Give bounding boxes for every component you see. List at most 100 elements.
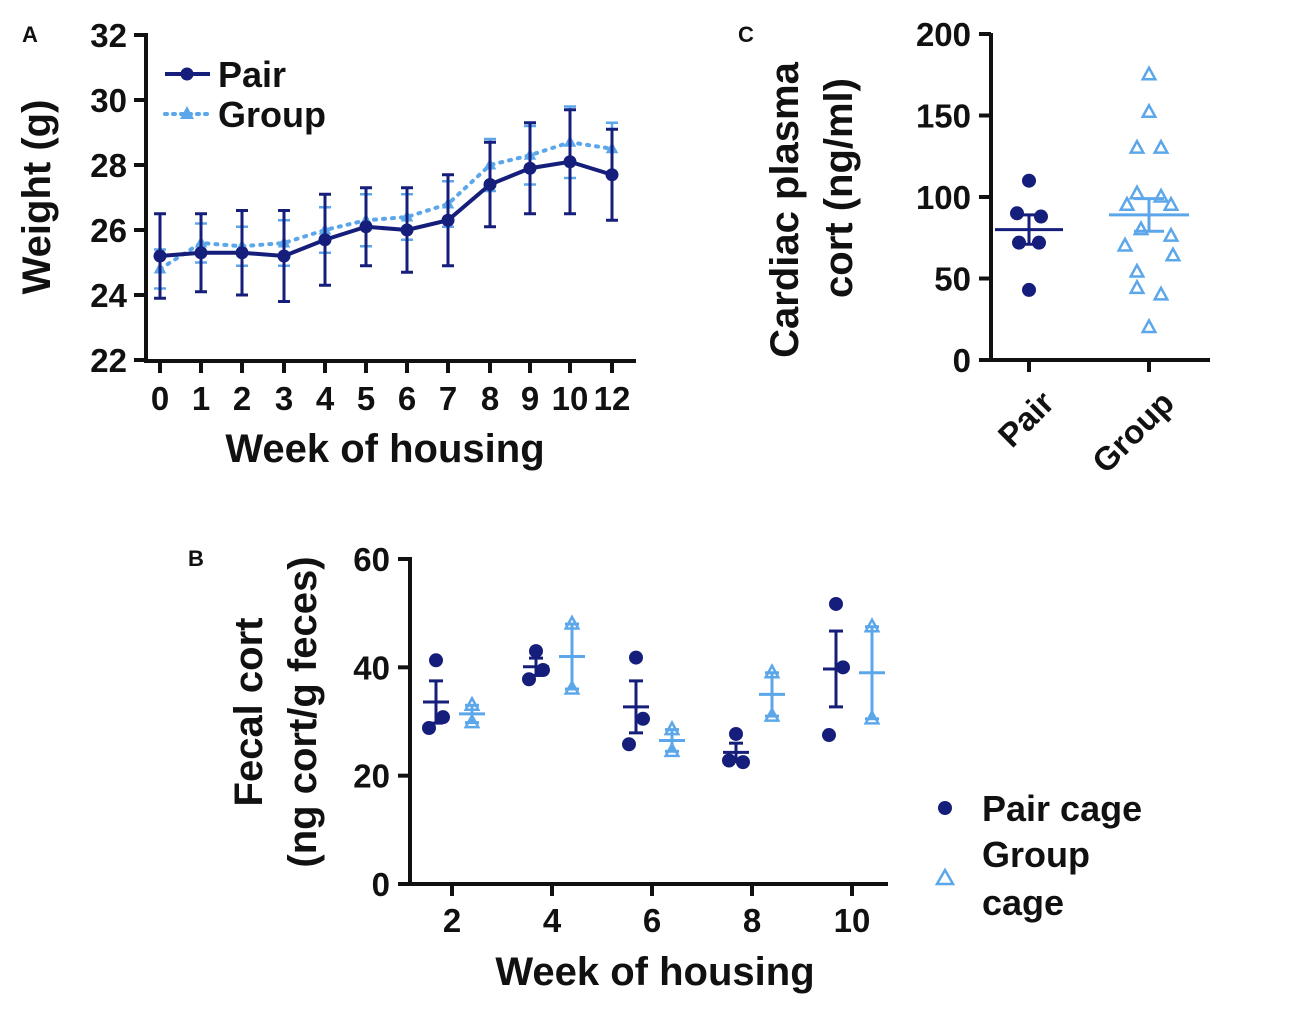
panel-c-group-point xyxy=(1128,138,1146,154)
panel-c-pair-point xyxy=(1010,206,1024,221)
panel-b-y-tick-label: 60 xyxy=(353,541,390,578)
panel-a-group-series-line xyxy=(158,140,614,271)
panel-a-x-ticks: 0 1 2 3 4 5 6 7 8 9 10 12 xyxy=(151,361,630,417)
panel-b-pair-point xyxy=(529,644,543,659)
panel-b-group-point xyxy=(663,741,681,758)
panel-a-y-label: Weight (g) xyxy=(15,100,59,295)
legend-pair-marker xyxy=(180,67,194,81)
panel-b-group-point xyxy=(563,614,581,630)
legend-pair-cage-marker xyxy=(938,801,952,815)
panel-b-group-point xyxy=(563,679,581,695)
panel-a-pair-point xyxy=(563,155,577,169)
panel-b-label: B xyxy=(188,546,204,571)
panel-b-pair-point xyxy=(822,728,836,743)
panel-c-group-point xyxy=(1116,236,1134,252)
panel-c-group-point xyxy=(1152,187,1170,203)
panel-a-x-tick-label: 3 xyxy=(275,380,293,417)
panel-a-plot-area xyxy=(153,105,619,303)
panel-a-y-tick-label: 22 xyxy=(90,342,127,379)
panel-a-x-label: Week of housing xyxy=(225,427,544,471)
panel-b: B 0 20 40 60 2 4 6 8 10 Week of housing Fecal c… xyxy=(188,541,1142,994)
panel-c-x-tick-label: Group xyxy=(1085,384,1181,480)
panel-a-y-tick-label: 32 xyxy=(90,17,127,54)
panel-b-pair-point xyxy=(829,596,843,611)
panel-a-pair-series-line xyxy=(159,159,613,259)
panel-b-x-tick-label: 10 xyxy=(834,902,871,939)
panel-c-y-label-line1: Cardiac plasma xyxy=(763,61,807,357)
panel-c-group-point xyxy=(1140,65,1158,81)
panel-c-group-point xyxy=(1140,102,1158,119)
panel-a-x-tick-label: 0 xyxy=(151,380,169,417)
panel-c-pair-point xyxy=(1032,235,1046,250)
panel-c-y-tick-label: 150 xyxy=(916,98,971,135)
panel-b-group-point xyxy=(463,712,481,729)
panel-b-pair-point xyxy=(629,650,643,665)
panel-b-pair-point xyxy=(429,653,443,668)
panel-a-x-tick-label: 7 xyxy=(439,380,457,417)
panel-b-x-ticks: 2 4 6 8 10 xyxy=(443,884,871,939)
panel-a-x-tick-label: 6 xyxy=(398,380,416,417)
panel-b-group-point xyxy=(763,663,781,679)
panel-b-group-point xyxy=(463,695,481,712)
panel-b-pair-point xyxy=(536,663,550,678)
legend-group-label: Group xyxy=(218,94,326,135)
panel-c-group-point xyxy=(1162,226,1180,242)
panel-b-group-point xyxy=(863,709,881,725)
legend-group-cage-label-line1: Group xyxy=(982,834,1090,875)
panel-b-pair-point xyxy=(736,755,750,770)
panel-b-group-point xyxy=(863,617,881,633)
panel-c-y-tick-label: 0 xyxy=(953,342,971,379)
panel-a-x-tick-label: 2 xyxy=(233,380,251,417)
panel-c-group-point xyxy=(1128,278,1146,295)
panel-a-pair-point xyxy=(441,213,455,227)
panel-a-pair-point xyxy=(235,246,249,260)
legend-group-marker xyxy=(180,106,194,119)
panel-a-y-tick-label: 26 xyxy=(90,212,127,249)
panel-a-x-tick-label: 1 xyxy=(192,380,210,417)
panel-b-plot-area xyxy=(422,596,885,770)
legend-pair-cage-label: Pair cage xyxy=(982,788,1142,829)
panel-b-x-label: Week of housing xyxy=(495,950,814,994)
panel-b-x-tick-label: 8 xyxy=(743,902,761,939)
panel-c-group-point xyxy=(1132,219,1150,236)
panel-b-pair-point xyxy=(722,753,736,768)
panel-c-pair-point xyxy=(1022,173,1036,188)
panel-b-pair-point xyxy=(436,710,450,725)
panel-b-x-tick-label: 4 xyxy=(543,902,562,939)
panel-c-pair-point xyxy=(1012,235,1026,250)
panel-a-y-tick-label: 28 xyxy=(90,147,127,184)
legend-group-cage-marker xyxy=(934,867,956,886)
panel-a-x-tick-label: 5 xyxy=(357,380,375,417)
panel-c-x-tick-label: Pair xyxy=(991,384,1061,454)
panel-b-y-label-line2: (ng cort/g feces) xyxy=(281,556,325,867)
panel-c-group-point xyxy=(1118,195,1136,211)
panel-a-y-ticks: 22 24 26 28 30 32 xyxy=(90,17,146,379)
panel-b-group-point xyxy=(763,706,781,722)
panel-b-y-tick-label: 20 xyxy=(353,758,390,795)
panel-c-group-point xyxy=(1128,262,1146,278)
panel-b-y-label-line1: Fecal cort xyxy=(227,618,271,807)
panel-a-x-tick-label: 4 xyxy=(316,380,335,417)
panel-c-group-point xyxy=(1140,317,1158,334)
panel-b-pair-point xyxy=(636,711,650,726)
panel-c-y-tick-label: 100 xyxy=(916,179,971,216)
panel-c-pair-point xyxy=(1022,282,1036,297)
panel-a-pair-point xyxy=(400,223,414,237)
panel-a-x-tick-label: 9 xyxy=(521,380,539,417)
panel-b-pair-point xyxy=(422,721,436,735)
panel-a-pair-point xyxy=(153,249,167,263)
panel-b-x-tick-label: 2 xyxy=(443,902,461,939)
panel-a-x-tick-label: 10 xyxy=(552,380,589,417)
panel-c-group-point xyxy=(1152,285,1170,301)
panel-b-x-tick-label: 6 xyxy=(643,902,661,939)
panel-a-y-tick-label: 24 xyxy=(90,277,127,314)
panel-a-pair-point xyxy=(277,249,291,263)
panel-c-x-ticks: Pair Group xyxy=(991,360,1181,480)
panel-b-pair-point xyxy=(836,660,850,675)
panel-c-pair-point xyxy=(1034,209,1048,224)
panel-a-label: A xyxy=(22,22,38,47)
panel-c-group-point xyxy=(1152,138,1170,154)
panel-a-pair-point xyxy=(523,161,537,175)
